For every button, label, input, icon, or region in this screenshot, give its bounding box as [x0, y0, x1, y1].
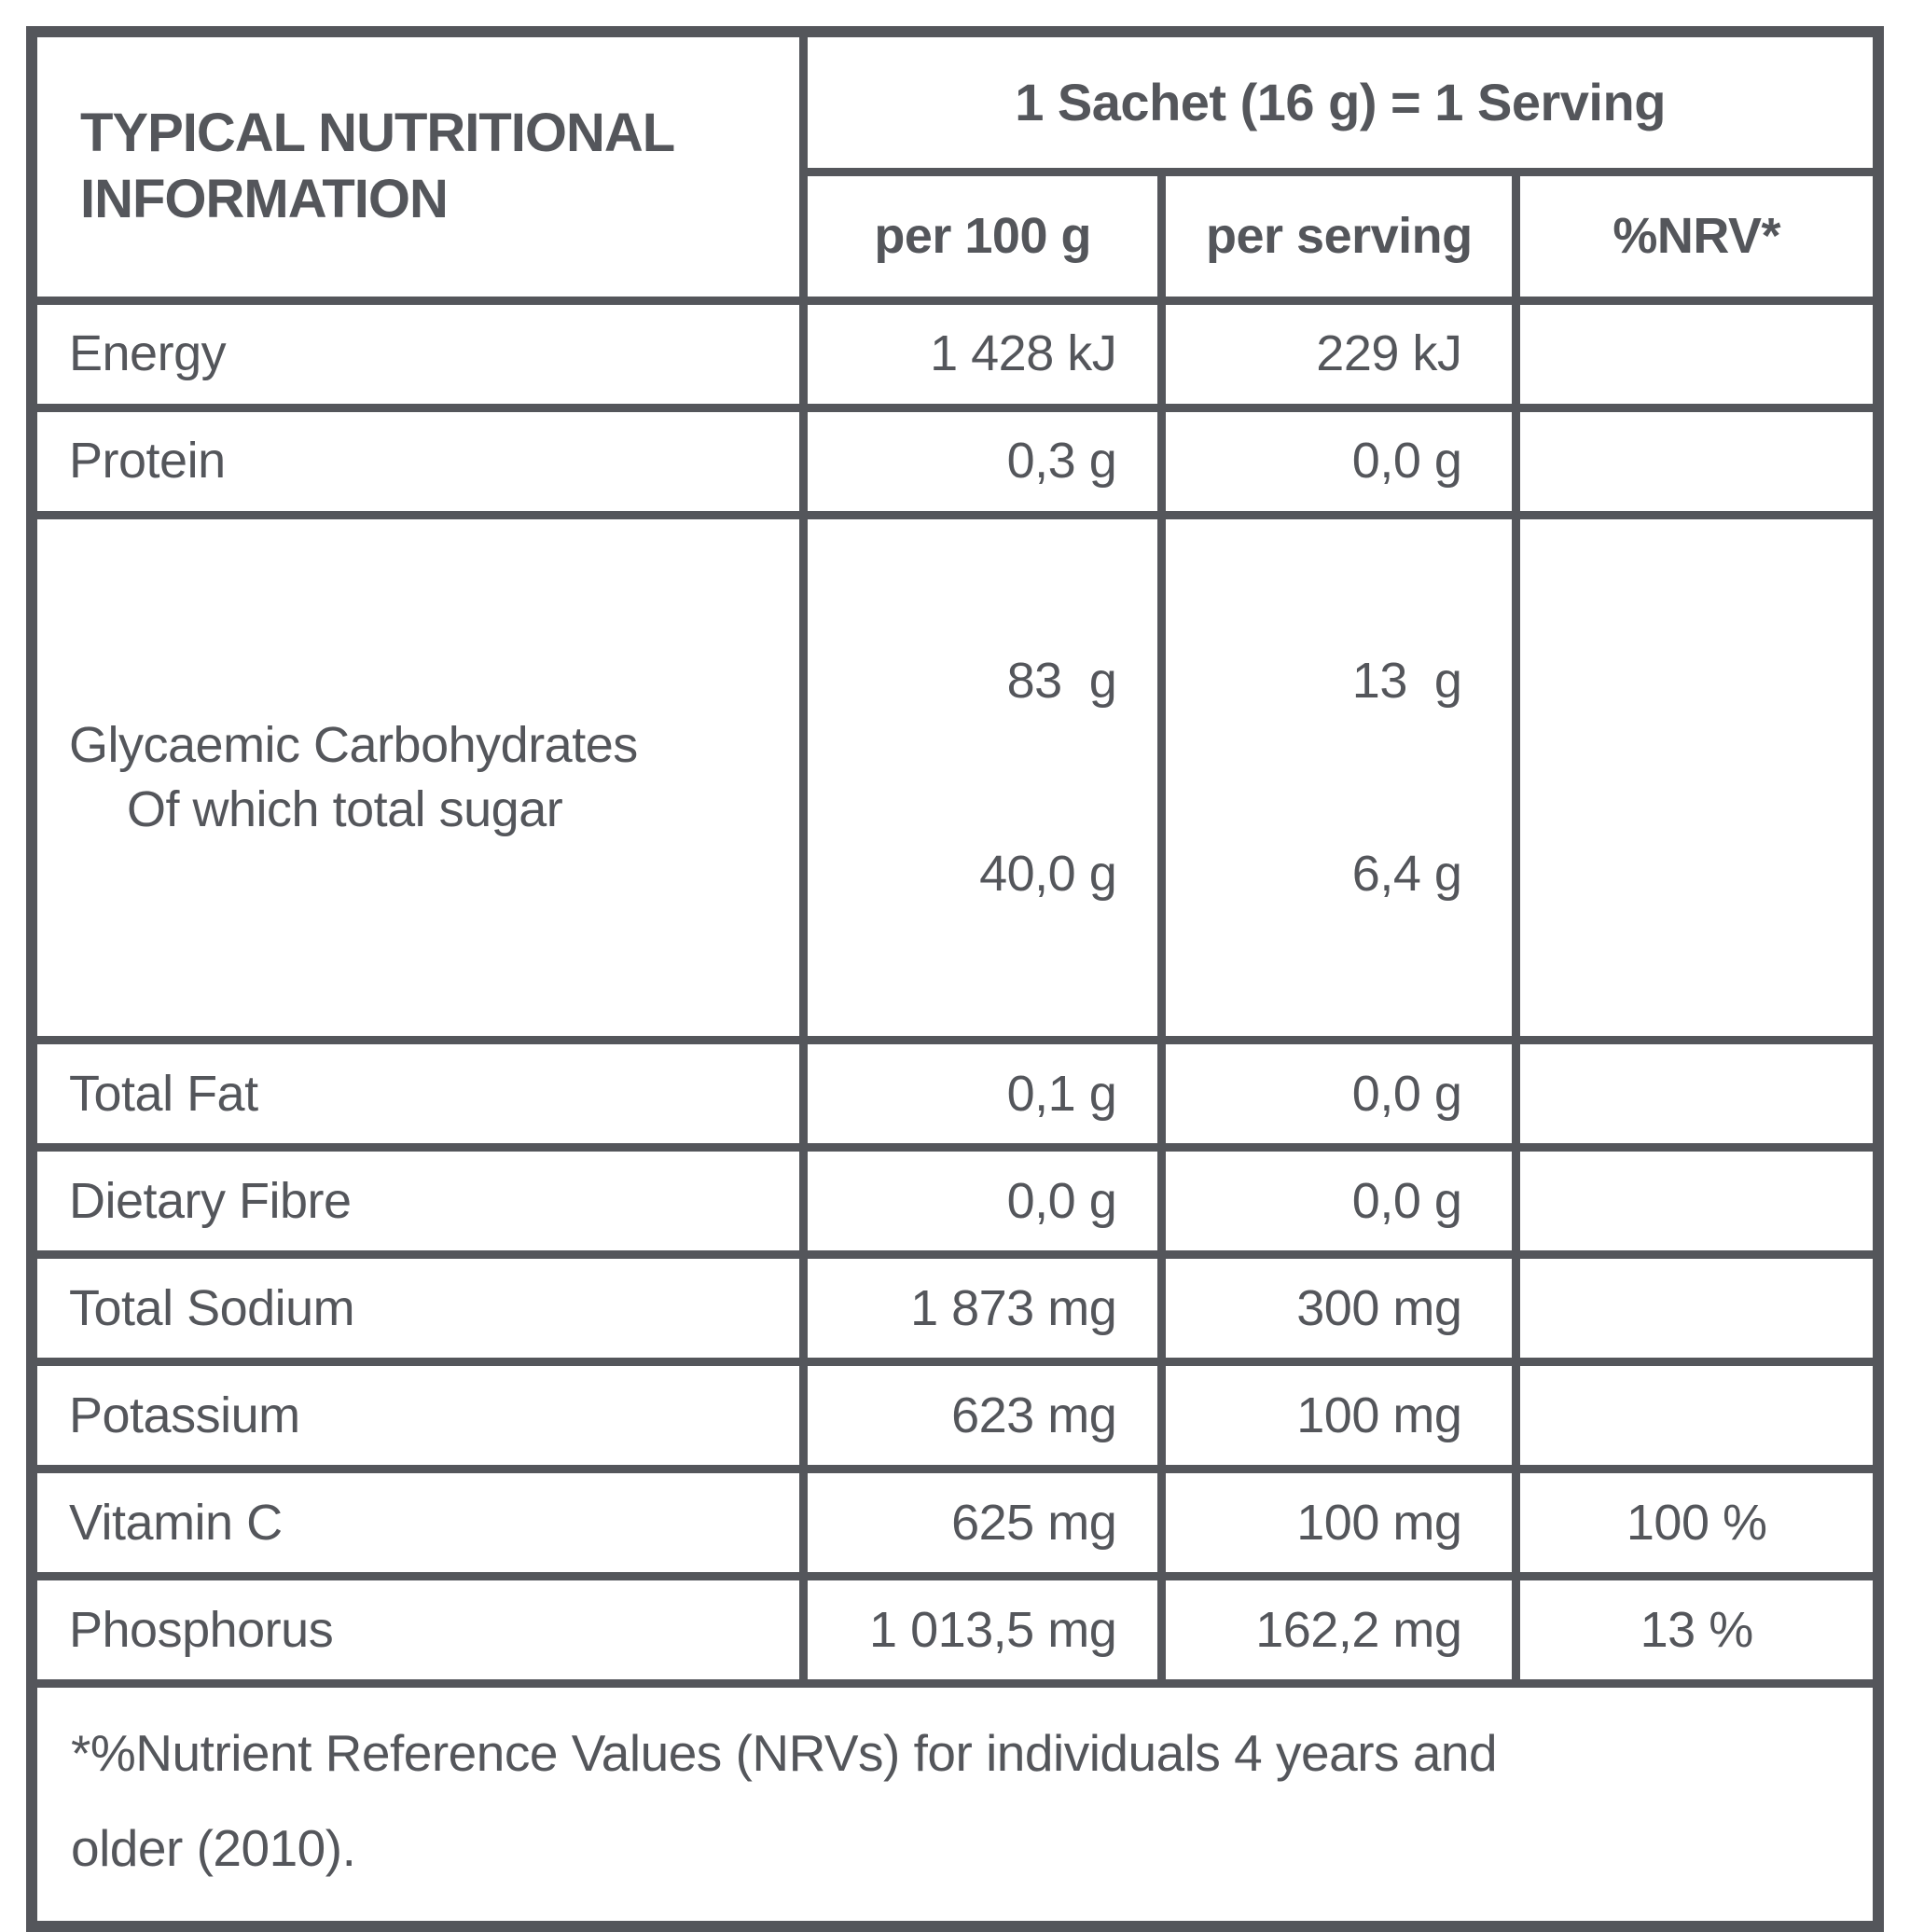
row-carbohydrates-per100-line1: 83 g — [1006, 652, 1117, 709]
row-protein-nrv — [1512, 403, 1883, 519]
table-title: TYPICAL NUTRITIONAL INFORMATION — [27, 27, 809, 305]
row-total-fat-per100: 0,1 g — [799, 1036, 1167, 1152]
row-phosphorus-nrv: 13 % — [1512, 1572, 1883, 1689]
row-protein-label: Protein — [27, 403, 809, 519]
column-header-per-serving: per serving — [1157, 167, 1521, 305]
row-energy-nrv — [1512, 296, 1883, 412]
row-potassium-nrv — [1512, 1358, 1883, 1474]
row-carbohydrates-label: Glycaemic Carbohydrates Of which total s… — [27, 510, 809, 1045]
nrv-footnote-line1: *%Nutrient Reference Values (NRVs) for i… — [71, 1724, 1498, 1783]
nutrition-table: TYPICAL NUTRITIONAL INFORMATION 1 Sachet… — [26, 26, 1884, 1932]
row-protein-per100: 0,3 g — [799, 403, 1167, 519]
row-energy-per100: 1 428 kJ — [799, 296, 1167, 412]
table-row-vitamin-c: Vitamin C 625 mg 100 mg 100 % — [27, 1465, 1883, 1581]
header-row-columns: per 100 g per serving %NRV* — [32, 167, 1883, 305]
row-carbohydrates-nrv — [1512, 510, 1883, 1045]
table-row-potassium: Potassium 623 mg 100 mg — [27, 1358, 1883, 1474]
row-dietary-fibre-nrv — [1512, 1143, 1883, 1260]
row-dietary-fibre-serving: 0,0 g — [1157, 1143, 1521, 1260]
row-phosphorus-label: Phosphorus — [27, 1572, 809, 1689]
header-row-serving: TYPICAL NUTRITIONAL INFORMATION 1 Sachet… — [27, 27, 1883, 305]
row-total-sodium-label: Total Sodium — [27, 1250, 809, 1367]
row-vitamin-c-per100: 625 mg — [799, 1465, 1167, 1581]
serving-definition: 1 Sachet (16 g) = 1 Serving — [799, 27, 1883, 176]
row-vitamin-c-serving: 100 mg — [1157, 1465, 1521, 1581]
footnote-row: *%Nutrient Reference Values (NRVs) for i… — [27, 1679, 1883, 1931]
table-title-line2: INFORMATION — [80, 168, 449, 229]
table-title-line1: TYPICAL NUTRITIONAL — [80, 103, 675, 163]
nrv-footnote-line2: older (2010). — [71, 1819, 356, 1878]
row-vitamin-c-nrv: 100 % — [1512, 1465, 1883, 1581]
table-row-carbohydrates: Glycaemic Carbohydrates Of which total s… — [27, 510, 1883, 1045]
table-row-dietary-fibre: Dietary Fibre 0,0 g 0,0 g — [27, 1143, 1883, 1260]
row-carbohydrates-serving-line1: 13 g — [1351, 652, 1462, 709]
table-row-phosphorus: Phosphorus 1 013,5 mg 162,2 mg 13 % — [27, 1572, 1883, 1689]
row-potassium-per100: 623 mg — [799, 1358, 1167, 1474]
row-total-sodium-per100: 1 873 mg — [799, 1250, 1167, 1367]
row-energy-label: Energy — [27, 296, 809, 412]
table-row-energy: Energy 1 428 kJ 229 kJ — [27, 296, 1883, 412]
column-header-per-100g: per 100 g — [799, 167, 1167, 305]
row-total-fat-label: Total Fat — [27, 1036, 809, 1152]
row-carbohydrates-label-line2: Of which total sugar — [127, 780, 563, 837]
row-carbohydrates-serving: 13 g 6,4 g — [1157, 510, 1521, 1045]
table-row-total-fat: Total Fat 0,1 g 0,0 g — [27, 1036, 1883, 1152]
row-phosphorus-serving: 162,2 mg — [1157, 1572, 1521, 1689]
row-total-fat-nrv — [1512, 1036, 1883, 1152]
row-phosphorus-per100: 1 013,5 mg — [799, 1572, 1167, 1689]
table-row-total-sodium: Total Sodium 1 873 mg 300 mg — [27, 1250, 1883, 1367]
row-carbohydrates-serving-line2: 6,4 g — [1351, 846, 1462, 903]
row-protein-serving: 0,0 g — [1157, 403, 1521, 519]
nutrition-label: TYPICAL NUTRITIONAL INFORMATION 1 Sachet… — [26, 26, 1884, 1932]
row-dietary-fibre-per100: 0,0 g — [799, 1143, 1167, 1260]
row-carbohydrates-label-line1: Glycaemic Carbohydrates — [69, 716, 638, 773]
column-header-nrv: %NRV* — [1512, 167, 1883, 305]
row-potassium-serving: 100 mg — [1157, 1358, 1521, 1474]
row-energy-serving: 229 kJ — [1157, 296, 1521, 412]
row-vitamin-c-label: Vitamin C — [27, 1465, 809, 1581]
row-potassium-label: Potassium — [27, 1358, 809, 1474]
row-carbohydrates-per100: 83 g 40,0 g — [799, 510, 1167, 1045]
row-carbohydrates-per100-line2: 40,0 g — [979, 846, 1117, 903]
row-total-fat-serving: 0,0 g — [1157, 1036, 1521, 1152]
nrv-footnote: *%Nutrient Reference Values (NRVs) for i… — [27, 1679, 1883, 1931]
row-total-sodium-nrv — [1512, 1250, 1883, 1367]
table-row-protein: Protein 0,3 g 0,0 g — [27, 403, 1883, 519]
row-dietary-fibre-label: Dietary Fibre — [27, 1143, 809, 1260]
row-total-sodium-serving: 300 mg — [1157, 1250, 1521, 1367]
